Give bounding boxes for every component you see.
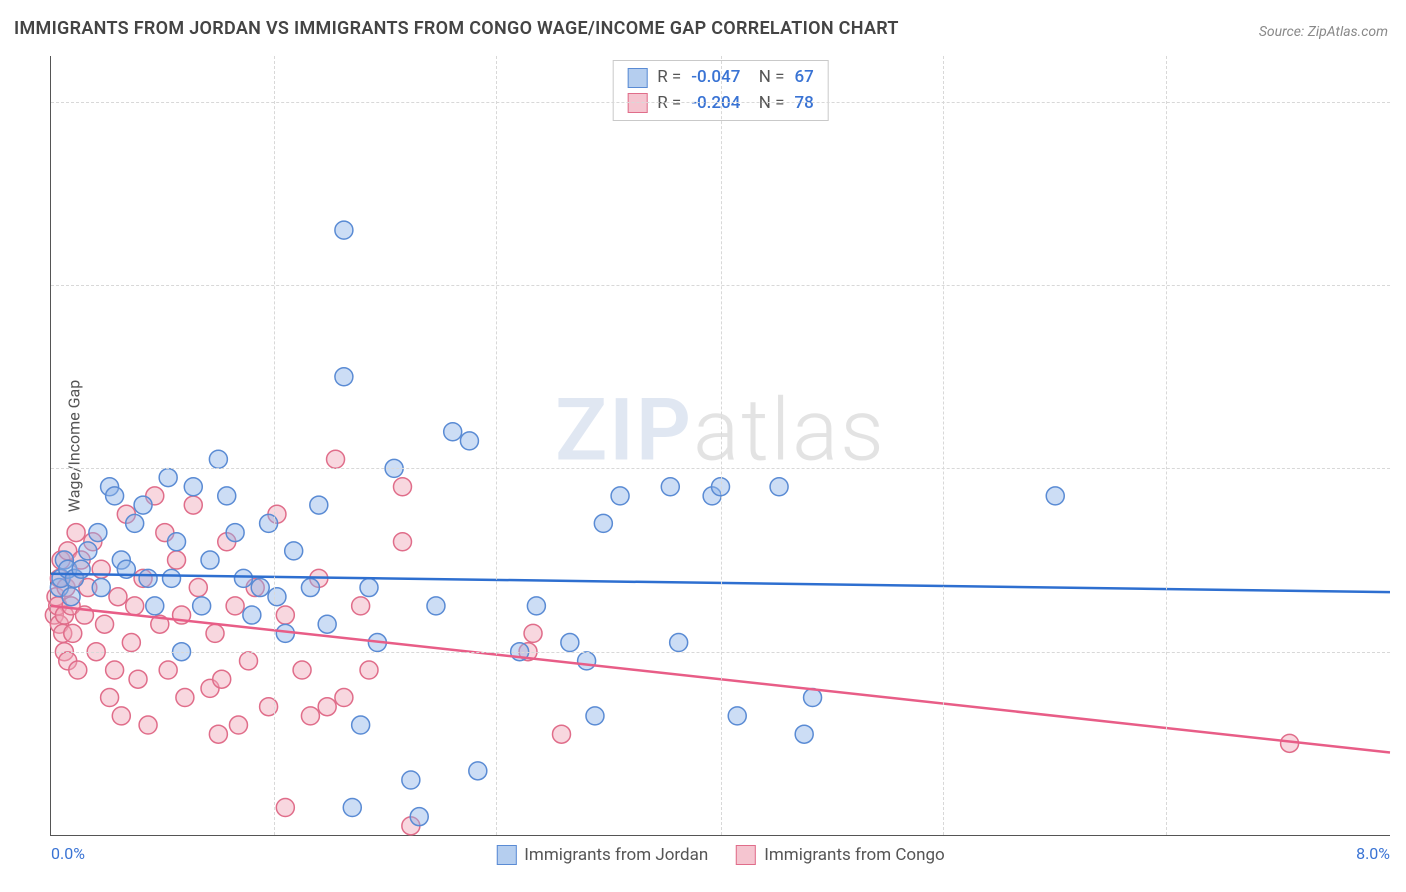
series-legend: Immigrants from Jordan Immigrants from C… <box>496 845 944 865</box>
y-tick-label: 80.0% <box>1395 92 1406 111</box>
chart-title: IMMIGRANTS FROM JORDAN VS IMMIGRANTS FRO… <box>14 18 899 39</box>
gridline-v <box>1166 56 1167 835</box>
y-tick-label: 40.0% <box>1395 459 1406 478</box>
legend-item-jordan: Immigrants from Jordan <box>496 845 708 865</box>
x-tick-min: 0.0% <box>51 844 85 863</box>
gridline-v <box>274 56 275 835</box>
legend-label: Immigrants from Congo <box>764 845 944 865</box>
y-tick-label: 60.0% <box>1395 276 1406 295</box>
y-tick-label: 20.0% <box>1395 642 1406 661</box>
legend-label: Immigrants from Jordan <box>524 845 708 865</box>
gridline-v <box>943 56 944 835</box>
swatch-icon <box>736 845 756 865</box>
swatch-icon <box>496 845 516 865</box>
x-tick-max: 8.0% <box>1356 844 1390 863</box>
source-credit: Source: ZipAtlas.com <box>1259 24 1388 40</box>
legend-item-congo: Immigrants from Congo <box>736 845 944 865</box>
gridline-v <box>721 56 722 835</box>
gridline-v <box>496 56 497 835</box>
plot-area: ZIPatlas R = -0.047 N = 67 R = -0.204 N … <box>50 56 1390 836</box>
